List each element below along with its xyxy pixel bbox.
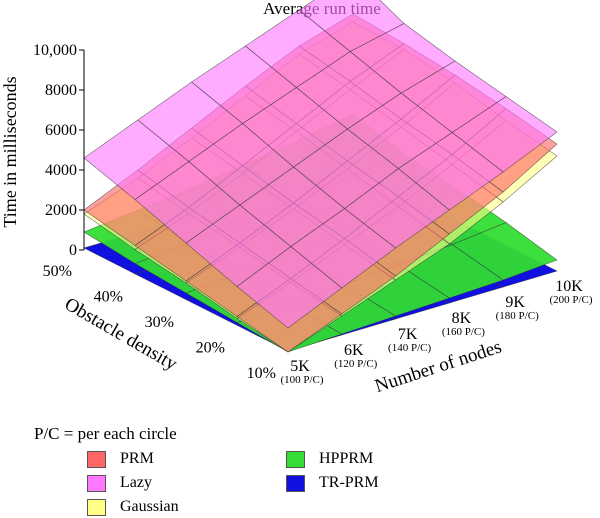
legend-swatch [87,450,106,468]
legend-label: Lazy [120,474,152,491]
legend-note: P/C = per each circle [34,424,177,443]
x-tick-labels: 5K(100 P/C) 6K(120 P/C) 7K(140 P/C) 8K(160 … [280,278,592,386]
legend-swatch [87,498,106,516]
vertical-axis: 0 2000 4000 6000 8000 10,000 [33,42,85,259]
surface-lazy [83,0,558,329]
x-tick-label: 9K [505,294,525,311]
legend-label: Gaussian [120,498,179,515]
x-tick-sublabel: (140 P/C) [388,342,431,354]
z-tick-label: 4000 [45,162,77,179]
y-tick-labels: 10% 20% 30% 40% 50% [43,263,276,382]
legend-label: TR-PRM [319,474,379,491]
x-tick-sublabel: (100 P/C) [280,374,323,386]
x-tick-label: 10K [555,278,583,295]
surface-cell [298,0,405,52]
x-tick-sublabel: (160 P/C) [442,326,485,338]
y-tick-label: 20% [196,340,225,357]
legend-item-lazy: Lazy [87,474,152,492]
y-tick-label: 50% [43,263,72,280]
z-tick-label: 8000 [45,82,77,99]
x-tick-label: 7K [398,326,418,343]
y-tick-label: 40% [94,289,123,306]
legend-swatch [286,450,305,468]
legend-label: PRM [120,450,154,467]
x-tick-sublabel: (120 P/C) [334,358,377,370]
z-axis-label: Time in milliseconds [0,76,20,227]
x-tick-sublabel: (180 P/C) [496,310,539,322]
x-tick-label: 6K [344,342,364,359]
x-tick-sublabel: (200 P/C) [549,294,592,306]
surfaces [83,0,558,353]
y-tick-label: 10% [247,365,276,382]
z-tick-label: 2000 [45,202,77,219]
z-tick-label: 10,000 [33,42,77,59]
z-tick-label: 0 [69,242,77,259]
y-tick-label: 30% [145,314,174,331]
legend-swatch [87,474,106,492]
legend: P/C = per each circle PRM Lazy Gaussian HPP… [34,424,454,518]
legend-swatch [286,474,305,492]
legend-label: HPPRM [319,450,374,467]
x-tick-label: 8K [452,310,472,327]
legend-item-hpprm: HPPRM [286,450,373,468]
legend-item-tr-prm: TR-PRM [286,474,379,492]
legend-item-prm: PRM [87,450,154,468]
y-axis-label: Obstacle density [61,294,181,375]
legend-item-gaussian: Gaussian [87,498,179,516]
z-tick-label: 6000 [45,122,77,139]
x-tick-label: 5K [290,358,310,375]
